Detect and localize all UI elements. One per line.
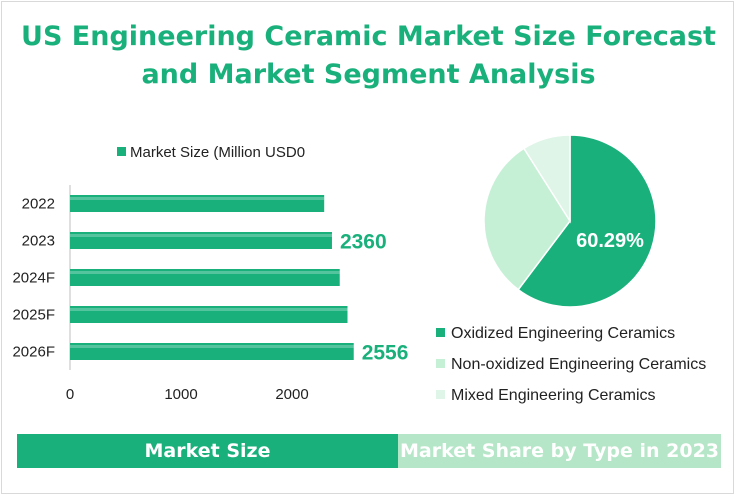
footer-bar: Market Size Market Share by Type in 2023 bbox=[17, 434, 721, 468]
bar bbox=[70, 306, 348, 323]
pie-legend-swatch bbox=[436, 359, 445, 368]
x-tick-label: 2000 bbox=[275, 386, 308, 403]
pie-legend-swatch bbox=[436, 390, 445, 399]
bar-highlight bbox=[70, 345, 354, 348]
title-line-1: US Engineering Ceramic Market Size Forec… bbox=[21, 21, 716, 52]
bar bbox=[70, 343, 354, 360]
pie-slice bbox=[522, 134, 571, 224]
pie-legend-label: Mixed Engineering Ceramics bbox=[451, 387, 656, 404]
pie-legend-label: Oxidized Engineering Ceramics bbox=[451, 325, 675, 342]
y-tick-label: 2023 bbox=[22, 233, 55, 250]
pie-legend-label: Non-oxidized Engineering Ceramics bbox=[451, 356, 706, 373]
title-line-2: and Market Segment Analysis bbox=[141, 59, 596, 90]
bar bbox=[70, 232, 332, 249]
x-tick-label: 1000 bbox=[164, 386, 197, 403]
pie-legend-swatch bbox=[436, 328, 445, 337]
y-tick-label: 2024F bbox=[12, 270, 55, 287]
bar-legend-swatch bbox=[117, 147, 126, 156]
bar-highlight bbox=[70, 308, 348, 311]
bar bbox=[70, 195, 325, 212]
pie-slice bbox=[483, 147, 571, 291]
chart-title: US Engineering Ceramic Market Size Forec… bbox=[0, 18, 737, 94]
pie-slice bbox=[517, 134, 657, 308]
y-tick-label: 2022 bbox=[22, 196, 55, 213]
bar bbox=[70, 269, 340, 286]
y-tick-label: 2026F bbox=[12, 344, 55, 361]
x-tick-label: 0 bbox=[66, 386, 74, 403]
footer-market-size: Market Size bbox=[17, 434, 398, 468]
bar-data-label: 2360 bbox=[340, 231, 387, 254]
pie-data-label: 60.29% bbox=[576, 230, 644, 252]
footer-market-share: Market Share by Type in 2023 bbox=[398, 434, 721, 468]
bar-highlight bbox=[70, 271, 340, 274]
bar-highlight bbox=[70, 197, 325, 200]
y-tick-label: 2025F bbox=[12, 307, 55, 324]
bar-data-label: 2556 bbox=[362, 342, 409, 365]
bar-legend-label: Market Size (Million USD0 bbox=[130, 144, 305, 161]
bar-highlight bbox=[70, 234, 332, 237]
